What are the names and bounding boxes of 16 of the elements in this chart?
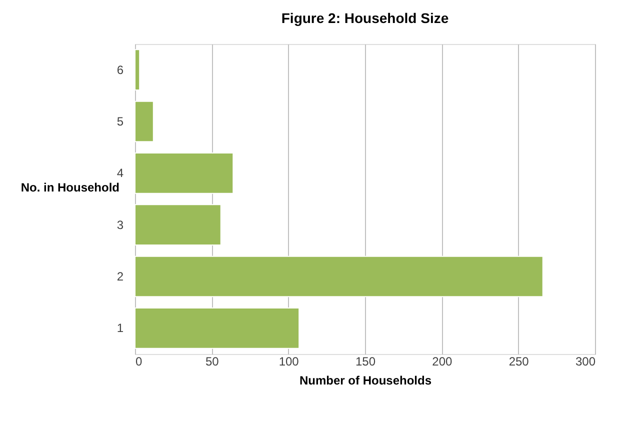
x-tick-label: 100 <box>278 354 300 368</box>
x-tick-label: 200 <box>432 354 452 368</box>
y-axis-title: No. in Household <box>20 180 120 194</box>
chart-title: Figure 2: Household Size <box>281 10 449 26</box>
y-tick-label: 6 <box>116 62 124 77</box>
y-tick-label: 5 <box>116 114 124 128</box>
x-tick-label: 150 <box>355 354 376 368</box>
x-tick-label: 250 <box>508 354 530 368</box>
y-tick-label: 2 <box>116 270 124 284</box>
x-axis-title: Number of Households <box>299 374 432 388</box>
x-tick-label: 50 <box>205 354 220 368</box>
x-tick-label: 300 <box>575 354 596 368</box>
x-tick-label: 0 <box>136 354 142 368</box>
y-tick-label: 3 <box>116 218 124 232</box>
y-tick-label: 4 <box>116 166 124 180</box>
y-tick-label: 1 <box>116 321 124 336</box>
